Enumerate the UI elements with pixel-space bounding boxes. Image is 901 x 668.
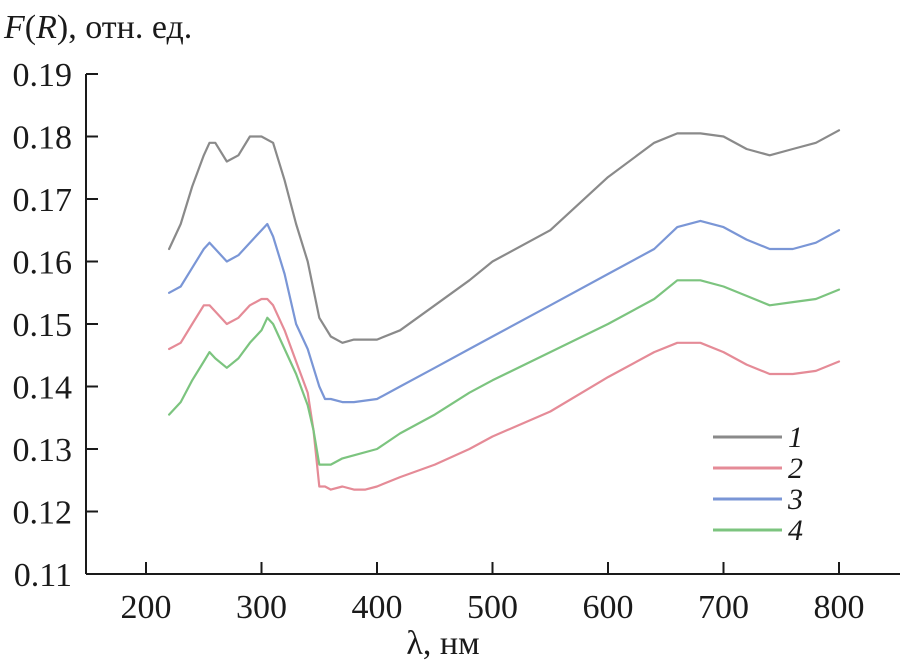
y-tick-label: 0.19 xyxy=(13,57,73,94)
series-group xyxy=(168,129,841,491)
legend-label-2: 2 xyxy=(788,452,803,485)
y-tick-label: 0.11 xyxy=(14,557,72,594)
x-tick-label: 600 xyxy=(583,589,634,626)
legend-label-1: 1 xyxy=(788,421,803,454)
y-tick-label: 0.15 xyxy=(13,307,73,344)
y-tick-label: 0.18 xyxy=(13,120,73,157)
y-axis-title-f: F xyxy=(3,9,26,46)
y-tick-label: 0.17 xyxy=(13,182,73,219)
series-line-2 xyxy=(168,297,841,491)
series-line-4 xyxy=(168,279,841,466)
series-line-1 xyxy=(168,129,841,344)
x-tick-label: 500 xyxy=(467,589,518,626)
y-axis-title-rest: ), отн. ед. xyxy=(57,9,192,46)
x-axis-title: λ, нм xyxy=(406,625,479,662)
y-ticks: 0.11 0.12 0.13 0.14 0.15 0.16 0.17 0.18 0.19 xyxy=(13,57,98,594)
series-line-3 xyxy=(168,219,841,404)
x-tick-label: 800 xyxy=(814,589,865,626)
x-tick-label: 400 xyxy=(352,589,403,626)
legend-label-3: 3 xyxy=(787,483,803,516)
y-axis-title-open: ( xyxy=(25,9,36,46)
x-tick-label: 700 xyxy=(698,589,749,626)
y-tick-label: 0.13 xyxy=(13,432,73,469)
y-tick-label: 0.12 xyxy=(13,495,73,532)
y-tick-label: 0.16 xyxy=(13,245,73,282)
x-tick-label: 300 xyxy=(236,589,287,626)
legend-label-4: 4 xyxy=(788,514,803,547)
y-axis-title: F(R), отн. ед. xyxy=(3,9,192,46)
x-tick-label: 200 xyxy=(121,589,172,626)
x-ticks: 200 300 400 500 600 700 800 xyxy=(121,562,865,626)
y-tick-label: 0.14 xyxy=(13,370,73,407)
y-axis-title-r: R xyxy=(35,9,57,46)
